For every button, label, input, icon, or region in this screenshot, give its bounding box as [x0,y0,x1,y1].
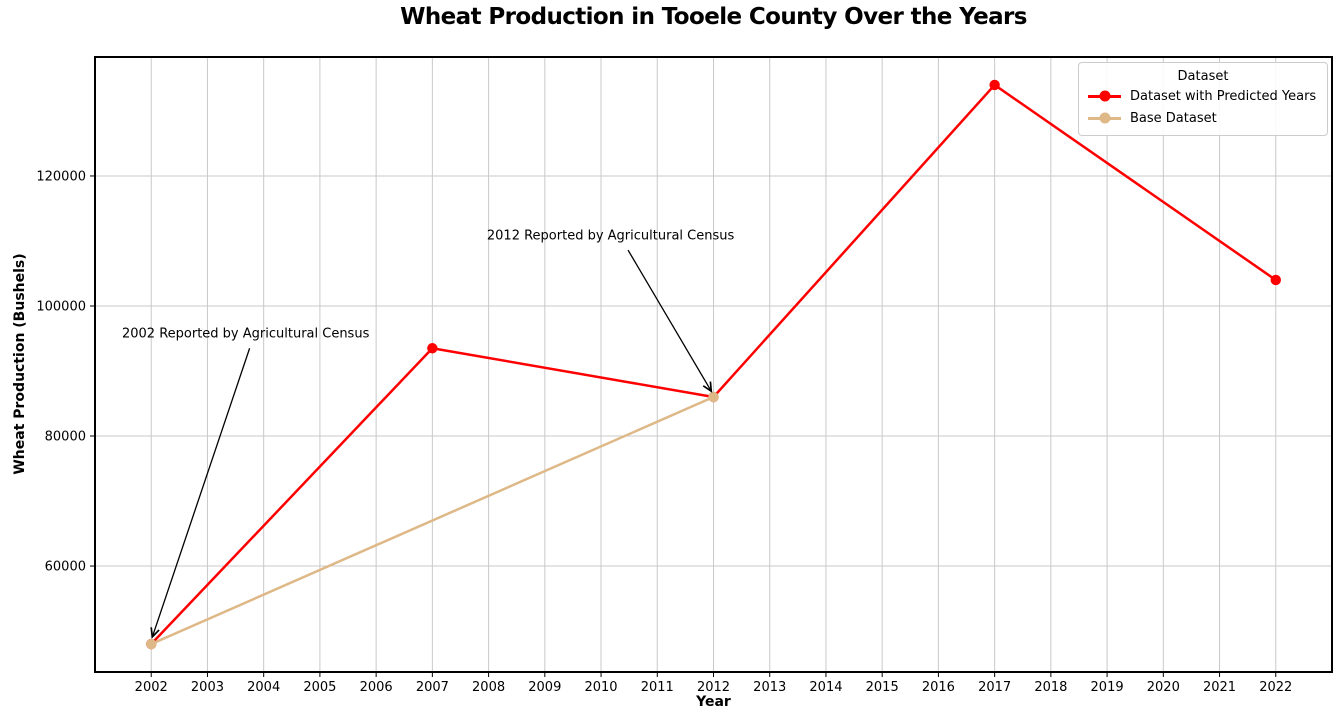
x-tick-label: 2014 [809,680,842,695]
x-tick-label: 2019 [1091,680,1124,695]
x-tick-label: 2012 [697,680,730,695]
x-tick-label: 2018 [1034,680,1067,695]
y-tick-label: 100000 [36,299,86,314]
annotation-text: 2002 Reported by Agricultural Census [121,326,370,342]
legend-item-base: Base Dataset [1079,107,1327,129]
x-tick-label: 2004 [247,680,280,695]
legend-line-marker-icon [1088,90,1121,102]
y-axis-label: Wheat Production (Bushels) [12,253,28,475]
x-tick-label: 2013 [753,680,786,695]
x-tick-label: 2020 [1147,680,1180,695]
legend-item-predicted: Dataset with Predicted Years [1079,85,1327,107]
x-tick-label: 2015 [866,680,899,695]
x-tick-label: 2017 [978,680,1011,695]
data-point-marker [146,638,157,650]
x-tick-label: 2005 [303,680,336,695]
legend: Dataset Dataset with Predicted Years Bas… [1078,62,1328,136]
x-tick-label: 2007 [416,680,449,695]
legend-item-label: Dataset with Predicted Years [1130,88,1317,104]
x-tick-label: 2006 [360,680,393,695]
x-tick-label: 2011 [641,680,674,695]
x-axis-label: Year [696,694,731,710]
x-tick-label: 2002 [135,680,168,695]
y-tick-label: 80000 [45,430,86,445]
data-point-marker [427,343,438,354]
y-tick-label: 60000 [45,560,86,575]
data-point-marker [989,79,1000,91]
legend-line-marker-icon [1088,112,1121,124]
annotation-arrow [627,249,713,393]
data-point-marker [1270,274,1281,286]
x-tick-label: 2008 [472,680,505,695]
x-tick-label: 2016 [922,680,955,695]
legend-item-label: Base Dataset [1130,110,1217,126]
y-tick-label: 120000 [36,169,86,184]
data-point-marker [708,391,719,403]
annotation-arrow [150,348,251,639]
x-tick-label: 2003 [191,680,224,695]
chart-title: Wheat Production in Tooele County Over t… [400,4,1027,30]
legend-title: Dataset [1177,69,1229,84]
annotation-text: 2012 Reported by Agricultural Census [486,228,735,244]
x-tick-label: 2010 [584,680,617,695]
x-tick-label: 2022 [1259,680,1292,695]
x-tick-label: 2009 [528,680,561,695]
series-line-1 [150,395,715,646]
x-tick-label: 2021 [1203,680,1236,695]
